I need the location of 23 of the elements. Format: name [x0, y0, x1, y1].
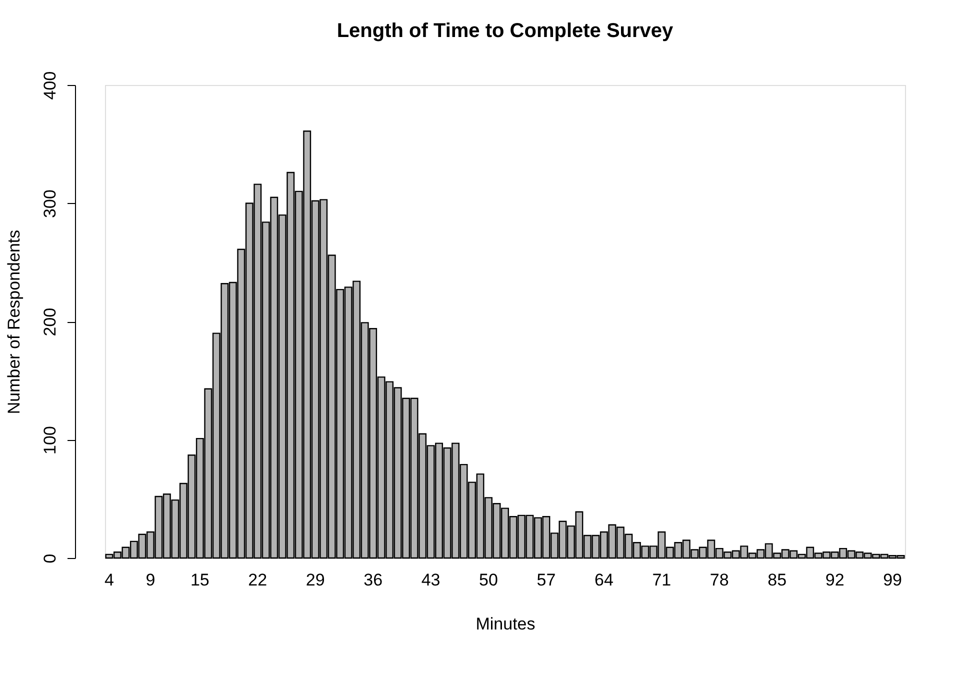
chart-title: Length of Time to Complete Survey [336, 20, 674, 42]
x-tick-label: 71 [652, 570, 672, 590]
x-tick-label: 92 [825, 570, 844, 590]
x-tick-label: 50 [479, 570, 498, 590]
x-tick-label: 85 [768, 570, 787, 590]
x-tick-label: 4 [104, 570, 114, 590]
x-axis-title: Minutes [476, 614, 536, 634]
x-tick-label: 9 [146, 570, 156, 590]
x-tick-label: 64 [594, 570, 614, 590]
y-tick-label: 200 [40, 308, 60, 336]
y-tick-label: 300 [40, 190, 60, 218]
x-tick-label: 22 [248, 570, 268, 590]
y-tick-label: 100 [40, 426, 60, 454]
y-axis-title: Number of Respondents [4, 230, 24, 414]
y-tick-label: 0 [40, 554, 60, 564]
x-tick-label: 99 [883, 570, 902, 590]
x-tick-label: 57 [536, 570, 556, 590]
y-tick-label: 400 [40, 71, 60, 100]
x-tick-label: 36 [364, 570, 383, 590]
x-tick-label: 15 [190, 570, 210, 590]
x-tick-label: 29 [306, 570, 325, 590]
x-tick-label: 78 [710, 570, 729, 590]
x-tick-label: 43 [421, 570, 440, 590]
